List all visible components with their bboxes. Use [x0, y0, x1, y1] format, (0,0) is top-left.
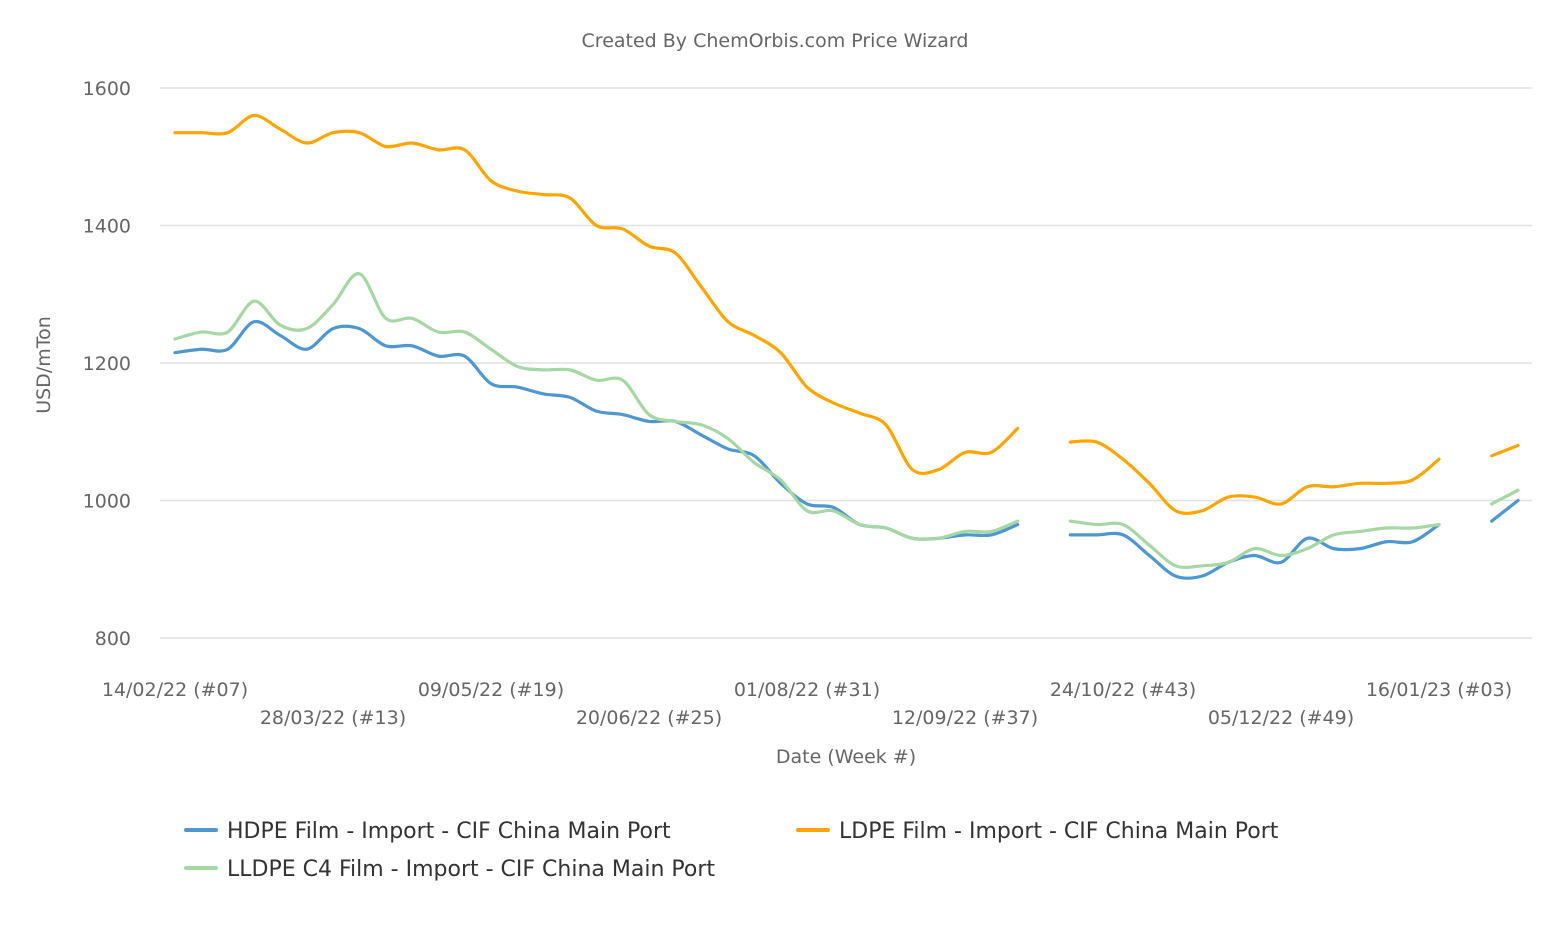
- x-tick-label: 12/09/22 (#37): [892, 707, 1038, 729]
- legend: HDPE Film - Import - CIF China Main Port…: [184, 819, 1279, 882]
- x-axis-ticks: 14/02/22 (#07) 28/03/22 (#13) 09/05/22 (#1…: [102, 679, 1512, 729]
- y-tick-label: 1000: [83, 491, 131, 513]
- series-lines: [173, 113, 1520, 580]
- y-tick-label: 800: [95, 628, 131, 650]
- legend-label: LDPE Film - Import - CIF China Main Port: [839, 819, 1279, 844]
- y-tick-label: 1600: [83, 78, 131, 100]
- y-tick-label: 1200: [83, 353, 131, 375]
- series-line-0: [1490, 498, 1520, 523]
- x-tick-label: 24/10/22 (#43): [1050, 679, 1196, 701]
- gridlines: [160, 87, 1532, 639]
- series-line-1: [1068, 439, 1441, 515]
- series-line-2: [173, 272, 1020, 541]
- y-axis-ticks: 800 1000 1200 1400 1600: [83, 78, 131, 650]
- legend-label: HDPE Film - Import - CIF China Main Port: [227, 819, 671, 844]
- x-tick-label: 05/12/22 (#49): [1208, 707, 1354, 729]
- y-axis-title: USD/mTon: [33, 316, 55, 414]
- x-tick-label: 16/01/23 (#03): [1366, 679, 1512, 701]
- series-line-0: [1068, 522, 1441, 580]
- legend-item[interactable]: LLDPE C4 Film - Import - CIF China Main …: [184, 857, 715, 882]
- chart-title: Created By ChemOrbis.com Price Wizard: [582, 30, 969, 52]
- x-tick-label: 14/02/22 (#07): [102, 679, 248, 701]
- x-axis-title: Date (Week #): [776, 746, 916, 768]
- x-tick-label: 01/08/22 (#31): [734, 679, 880, 701]
- series-line-2: [1068, 519, 1441, 570]
- legend-item[interactable]: LDPE Film - Import - CIF China Main Port: [796, 819, 1279, 844]
- legend-item[interactable]: HDPE Film - Import - CIF China Main Port: [184, 819, 671, 844]
- series-line-1: [173, 113, 1020, 476]
- series-line-1: [1490, 443, 1520, 458]
- x-tick-label: 09/05/22 (#19): [418, 679, 564, 701]
- series-line-2: [1490, 488, 1520, 506]
- legend-label: LLDPE C4 Film - Import - CIF China Main …: [227, 857, 715, 882]
- y-tick-label: 1400: [83, 216, 131, 238]
- x-tick-label: 28/03/22 (#13): [260, 707, 406, 729]
- x-tick-label: 20/06/22 (#25): [576, 707, 722, 729]
